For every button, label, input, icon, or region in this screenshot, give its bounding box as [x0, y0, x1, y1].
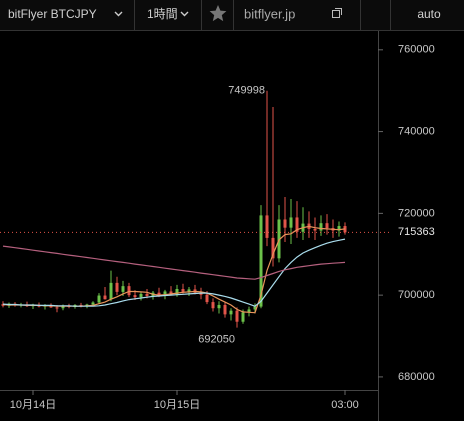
y-tick-label: 700000 [398, 289, 435, 301]
icon-box [332, 10, 340, 18]
candle-body [319, 223, 323, 231]
candle-body [253, 306, 257, 310]
candle-body [181, 289, 185, 292]
high-label: 749998 [228, 85, 265, 97]
y-tick-label: 760000 [398, 44, 435, 56]
external-link-icon[interactable] [332, 8, 342, 18]
candle-body [289, 217, 293, 228]
candle-body [283, 219, 287, 228]
candle-body [127, 286, 131, 296]
scale-mode[interactable]: auto [417, 7, 441, 21]
ma-line [2, 238, 346, 307]
candle-body [223, 304, 227, 315]
site-link[interactable]: bitflyer.jp [244, 6, 295, 21]
candle-body [217, 304, 221, 309]
candle-body [61, 305, 65, 309]
candle-body [133, 295, 137, 298]
candle-body [91, 302, 95, 305]
candle-body [235, 310, 239, 322]
icon-arrow [335, 8, 342, 15]
candle-body [109, 282, 113, 300]
candle-body [103, 295, 107, 300]
y-tick-label: 680000 [398, 371, 435, 383]
candle-body [157, 292, 161, 296]
candle-body [313, 228, 317, 231]
ma-line [2, 245, 346, 280]
candle-body [265, 215, 269, 238]
x-tick-label: 10月14日 [10, 399, 56, 411]
candle-body [145, 293, 149, 296]
candle-body [55, 307, 59, 309]
candle-body [121, 286, 125, 292]
candle-body [277, 219, 281, 259]
y-tick-label: 720000 [398, 207, 435, 219]
candle-body [199, 292, 203, 295]
candle-body [247, 309, 251, 313]
y-tick-label: 740000 [398, 125, 435, 137]
candle-body [337, 226, 341, 231]
candle-body [139, 293, 143, 298]
candle-body [79, 304, 83, 307]
favorite-star[interactable] [209, 5, 227, 22]
low-label: 692050 [198, 334, 235, 346]
candle-body [229, 310, 233, 315]
candle-body [175, 289, 179, 295]
candle-body [187, 289, 191, 292]
candle-body [169, 291, 173, 295]
interval[interactable]: 1時間 [147, 7, 178, 21]
candle-body [325, 223, 329, 229]
candle-body [115, 282, 119, 292]
candle-body [205, 294, 209, 303]
candle-body [97, 295, 101, 303]
candle-body [259, 215, 263, 307]
candle-body [241, 312, 245, 322]
candle-body [163, 291, 167, 296]
last-price-label: 715363 [398, 226, 435, 238]
toolbar [0, 0, 464, 30]
x-tick-label: 03:00 [331, 399, 359, 411]
candle-body [211, 302, 215, 309]
x-tick-label: 10月15日 [154, 399, 200, 411]
symbol[interactable]: bitFlyer BTCJPY [8, 7, 97, 21]
symbol-chevron[interactable] [114, 11, 123, 17]
interval-chevron[interactable] [180, 11, 189, 17]
candle-body [295, 217, 299, 232]
candle-body [271, 237, 275, 259]
